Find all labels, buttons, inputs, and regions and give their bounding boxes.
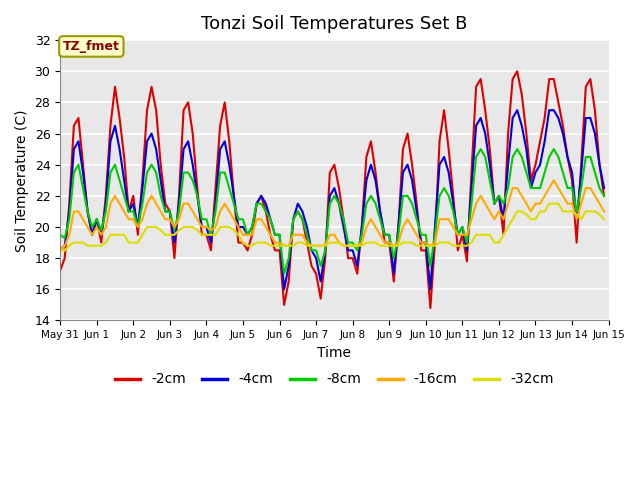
Title: Tonzi Soil Temperatures Set B: Tonzi Soil Temperatures Set B — [201, 15, 468, 33]
Legend: -2cm, -4cm, -8cm, -16cm, -32cm: -2cm, -4cm, -8cm, -16cm, -32cm — [109, 367, 559, 392]
Y-axis label: Soil Temperature (C): Soil Temperature (C) — [15, 109, 29, 252]
Text: TZ_fmet: TZ_fmet — [63, 40, 120, 53]
X-axis label: Time: Time — [317, 346, 351, 360]
